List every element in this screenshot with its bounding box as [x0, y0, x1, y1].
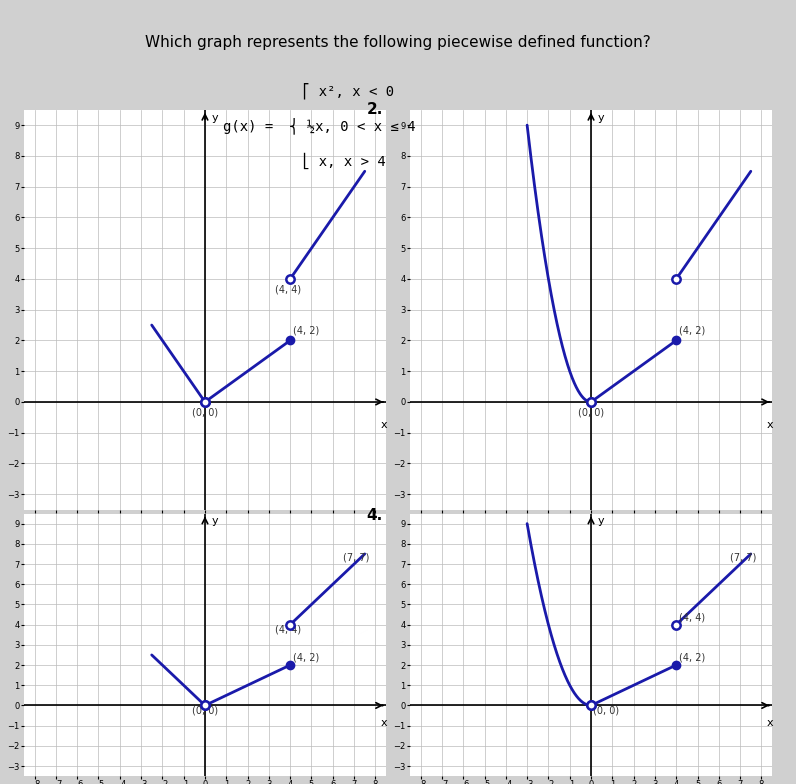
Text: 2.: 2.: [366, 102, 383, 117]
Text: (4, 2): (4, 2): [294, 326, 320, 336]
Text: g(x) =  ⎨ ½x, 0 < x ≤ 4: g(x) = ⎨ ½x, 0 < x ≤ 4: [223, 118, 416, 134]
Text: ⎣ x, x > 4: ⎣ x, x > 4: [302, 153, 386, 169]
Text: (4, 4): (4, 4): [275, 285, 302, 294]
Text: 4.: 4.: [366, 508, 383, 523]
Text: (4, 2): (4, 2): [680, 652, 706, 662]
Text: y: y: [598, 113, 604, 123]
Text: x: x: [767, 717, 773, 728]
Text: (0, 0): (0, 0): [192, 706, 218, 716]
Text: y: y: [212, 516, 218, 525]
Text: y: y: [598, 516, 604, 525]
Text: (7, 7): (7, 7): [729, 552, 756, 562]
Text: (4, 4): (4, 4): [680, 612, 705, 622]
Text: ⎡ x², x < 0: ⎡ x², x < 0: [302, 82, 395, 99]
Text: Which graph represents the following piecewise defined function?: Which graph represents the following pie…: [145, 35, 651, 50]
Text: x: x: [380, 420, 387, 430]
Text: (4, 2): (4, 2): [680, 326, 706, 336]
Text: x: x: [767, 420, 773, 430]
Text: x: x: [380, 717, 387, 728]
Text: y: y: [212, 113, 218, 123]
Text: (0, 0): (0, 0): [192, 408, 218, 417]
Text: (4, 2): (4, 2): [294, 652, 320, 662]
Text: (7, 7): (7, 7): [343, 552, 370, 562]
Text: (0, 0): (0, 0): [593, 706, 619, 716]
Text: (4, 4): (4, 4): [275, 625, 302, 635]
Text: (0, 0): (0, 0): [578, 408, 604, 417]
